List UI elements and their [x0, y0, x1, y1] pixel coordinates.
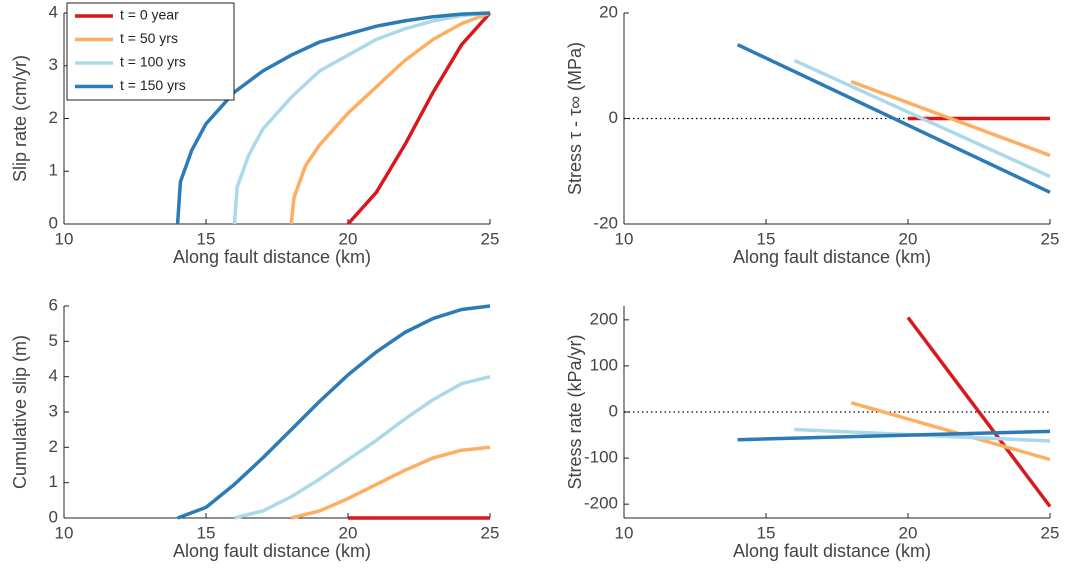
x-tick-label: 15: [197, 229, 216, 248]
x-tick-label: 15: [757, 229, 776, 248]
x-axis-label: Along fault distance (km): [173, 247, 371, 267]
x-tick-label: 25: [481, 523, 500, 542]
x-tick-label: 20: [899, 523, 918, 542]
y-axis-label: Stress rate (kPa/yr): [565, 334, 585, 489]
y-tick-label: 0: [49, 213, 58, 232]
legend-box: [66, 2, 235, 101]
series-line: [850, 79, 1051, 158]
y-tick-label: 1: [49, 161, 58, 180]
x-axis-label: Along fault distance (km): [733, 247, 931, 267]
y-axis-label: Slip rate (cm/yr): [10, 55, 30, 182]
y-tick-label: 6: [49, 295, 58, 314]
x-tick-label: 20: [899, 229, 918, 248]
x-tick-label: 20: [339, 523, 358, 542]
x-tick-label: 10: [55, 523, 74, 542]
y-tick-label: 0: [49, 507, 58, 526]
x-tick-label: 25: [481, 229, 500, 248]
legend: t = 0 year t = 50 yrs t = 100 yrs t = 150 y…: [66, 2, 235, 101]
legend-label: t = 150 yrs: [120, 77, 186, 93]
x-tick-label: 25: [1041, 523, 1060, 542]
y-tick-label: 100: [590, 355, 618, 374]
x-tick-label: 15: [197, 523, 216, 542]
y-tick-label: 200: [590, 309, 618, 328]
series-line: [232, 11, 491, 225]
y-tick-label: 20: [599, 2, 618, 21]
x-axis-label: Along fault distance (km): [173, 541, 371, 561]
y-axis-label: Cumulative slip (m): [10, 335, 30, 489]
series-line: [233, 375, 491, 520]
y-tick-label: 5: [49, 331, 58, 350]
x-axis-label: Along fault distance (km): [733, 541, 931, 561]
y-tick-label: 0: [609, 401, 618, 420]
y-tick-label: -200: [584, 494, 618, 513]
y-tick-label: 3: [49, 401, 58, 420]
x-tick-label: 10: [615, 523, 634, 542]
y-tick-label: -20: [593, 213, 618, 232]
series-line: [176, 304, 491, 520]
y-tick-label: 0: [609, 108, 618, 127]
y-tick-label: 3: [49, 55, 58, 74]
series-line: [736, 43, 1051, 194]
series-line: [175, 11, 491, 225]
y-axis-label: Stress τ - τ∞ (MPa): [565, 42, 585, 195]
x-tick-label: 20: [339, 229, 358, 248]
y-tick-label: 4: [49, 2, 58, 21]
x-tick-label: 10: [615, 229, 634, 248]
y-tick-label: 2: [49, 437, 58, 456]
legend-label: t = 100 yrs: [120, 54, 186, 70]
series-line: [793, 58, 1051, 179]
y-tick-label: 1: [49, 472, 58, 491]
y-tick-label: -100: [584, 448, 618, 467]
x-tick-label: 15: [757, 523, 776, 542]
series-line: [850, 401, 1051, 462]
legend-label: t = 50 yrs: [120, 30, 178, 46]
series-line: [289, 11, 491, 225]
series-line: [346, 11, 492, 226]
y-tick-label: 4: [49, 366, 58, 385]
y-tick-label: 2: [49, 108, 58, 127]
x-tick-label: 10: [55, 229, 74, 248]
x-tick-label: 25: [1041, 229, 1060, 248]
series-line: [906, 316, 1052, 508]
series-line: [290, 445, 491, 520]
legend-label: t = 0 year: [120, 7, 179, 23]
series-line: [737, 429, 1051, 442]
